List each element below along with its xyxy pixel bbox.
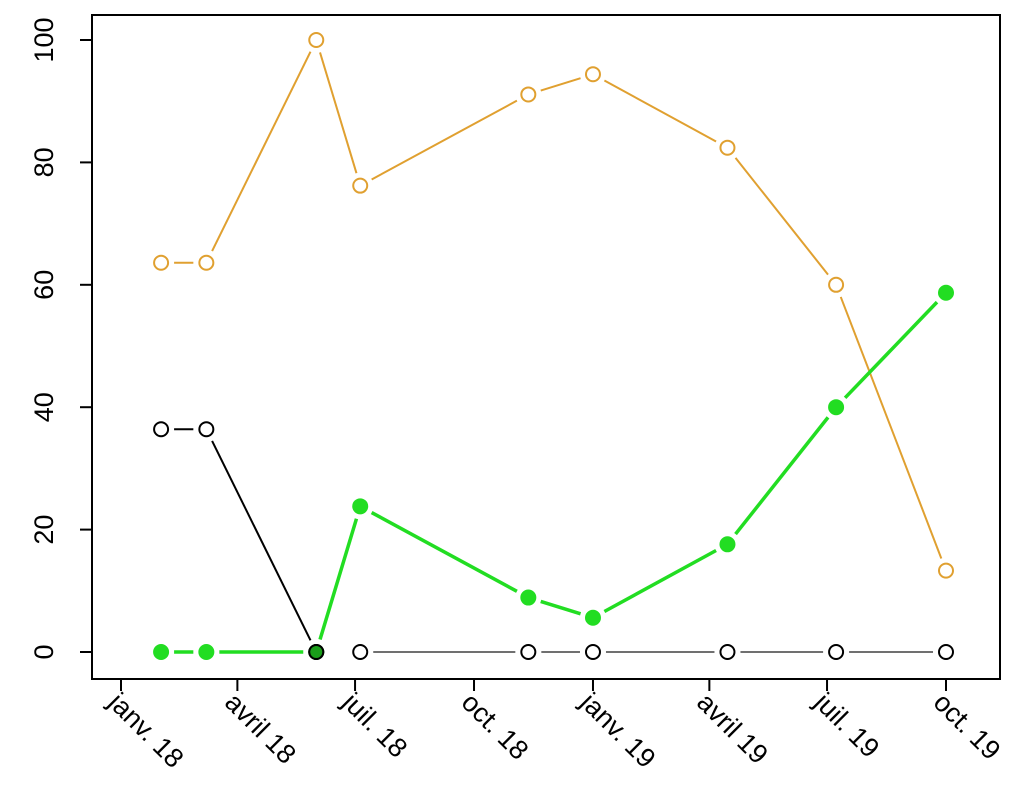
y-tick-label: 20	[29, 515, 59, 545]
series-2-point	[352, 498, 369, 515]
series-1-segment	[211, 51, 312, 252]
y-tick-label: 80	[29, 147, 59, 177]
series-4-point	[938, 644, 954, 660]
series-2-point	[828, 399, 845, 416]
series-4-point	[828, 644, 845, 660]
series-layer	[153, 32, 954, 660]
series-1-segment	[603, 79, 717, 143]
series-2-point	[520, 589, 537, 606]
x-tick-label: avril 18	[219, 687, 302, 770]
plot-frame	[91, 14, 1001, 680]
series-4-point	[719, 644, 736, 660]
series-1-point	[584, 66, 601, 83]
series-2	[153, 284, 954, 660]
x-tick-label: janv. 19	[574, 686, 661, 773]
series-1-point	[520, 86, 537, 103]
series-2-segment	[540, 599, 582, 616]
series-3-point	[153, 421, 170, 438]
series-3	[153, 421, 325, 660]
series-2-point	[584, 609, 601, 626]
y-tick-label: 40	[29, 392, 59, 422]
y-tick-label: 0	[29, 644, 59, 659]
x-tick-label: oct. 18	[456, 687, 535, 766]
series-1-point	[828, 276, 845, 293]
y-axis: 0 20 40 60 80 100	[29, 17, 92, 660]
series-4	[352, 644, 954, 660]
series-1-segment	[839, 296, 943, 559]
x-axis: janv. 18 avril 18 juil. 18 oct. 18 janv. 19 a…	[102, 679, 1006, 774]
series-1-point	[352, 177, 369, 194]
x-tick-label: juil. 19	[808, 686, 885, 763]
series-1-point	[938, 562, 954, 579]
series-1-segment	[734, 157, 829, 276]
series-2-point	[719, 536, 736, 553]
series-4-point	[352, 644, 369, 660]
series-1-point	[308, 32, 325, 48]
series-2-segment	[370, 511, 518, 593]
series-4-point	[584, 644, 601, 660]
series-2-point	[153, 644, 170, 660]
series-1	[153, 32, 954, 579]
series-2-segment	[318, 518, 359, 641]
x-tick-label: juil. 18	[336, 686, 413, 763]
y-tick-label: 60	[29, 270, 59, 300]
x-tick-label: avril 19	[691, 687, 774, 770]
x-tick-label: oct. 19	[928, 687, 1007, 766]
series-3-point	[198, 421, 215, 438]
x-tick-label: janv. 18	[102, 686, 189, 773]
series-2-point	[198, 644, 215, 660]
series-1-segment	[371, 99, 518, 181]
series-1-segment	[540, 77, 581, 92]
overlap-point	[308, 644, 325, 660]
series-1-segment	[319, 52, 358, 174]
series-1-point	[719, 139, 736, 156]
series-2-segment	[603, 548, 717, 614]
series-2-point	[938, 284, 954, 301]
series-3-segment	[211, 440, 312, 641]
series-2-segment	[843, 300, 939, 400]
series-2-segment	[734, 416, 830, 536]
series-4-point	[520, 644, 537, 660]
y-tick-label: 100	[29, 17, 59, 62]
series-1-point	[153, 254, 170, 271]
series-1-point	[198, 254, 215, 271]
